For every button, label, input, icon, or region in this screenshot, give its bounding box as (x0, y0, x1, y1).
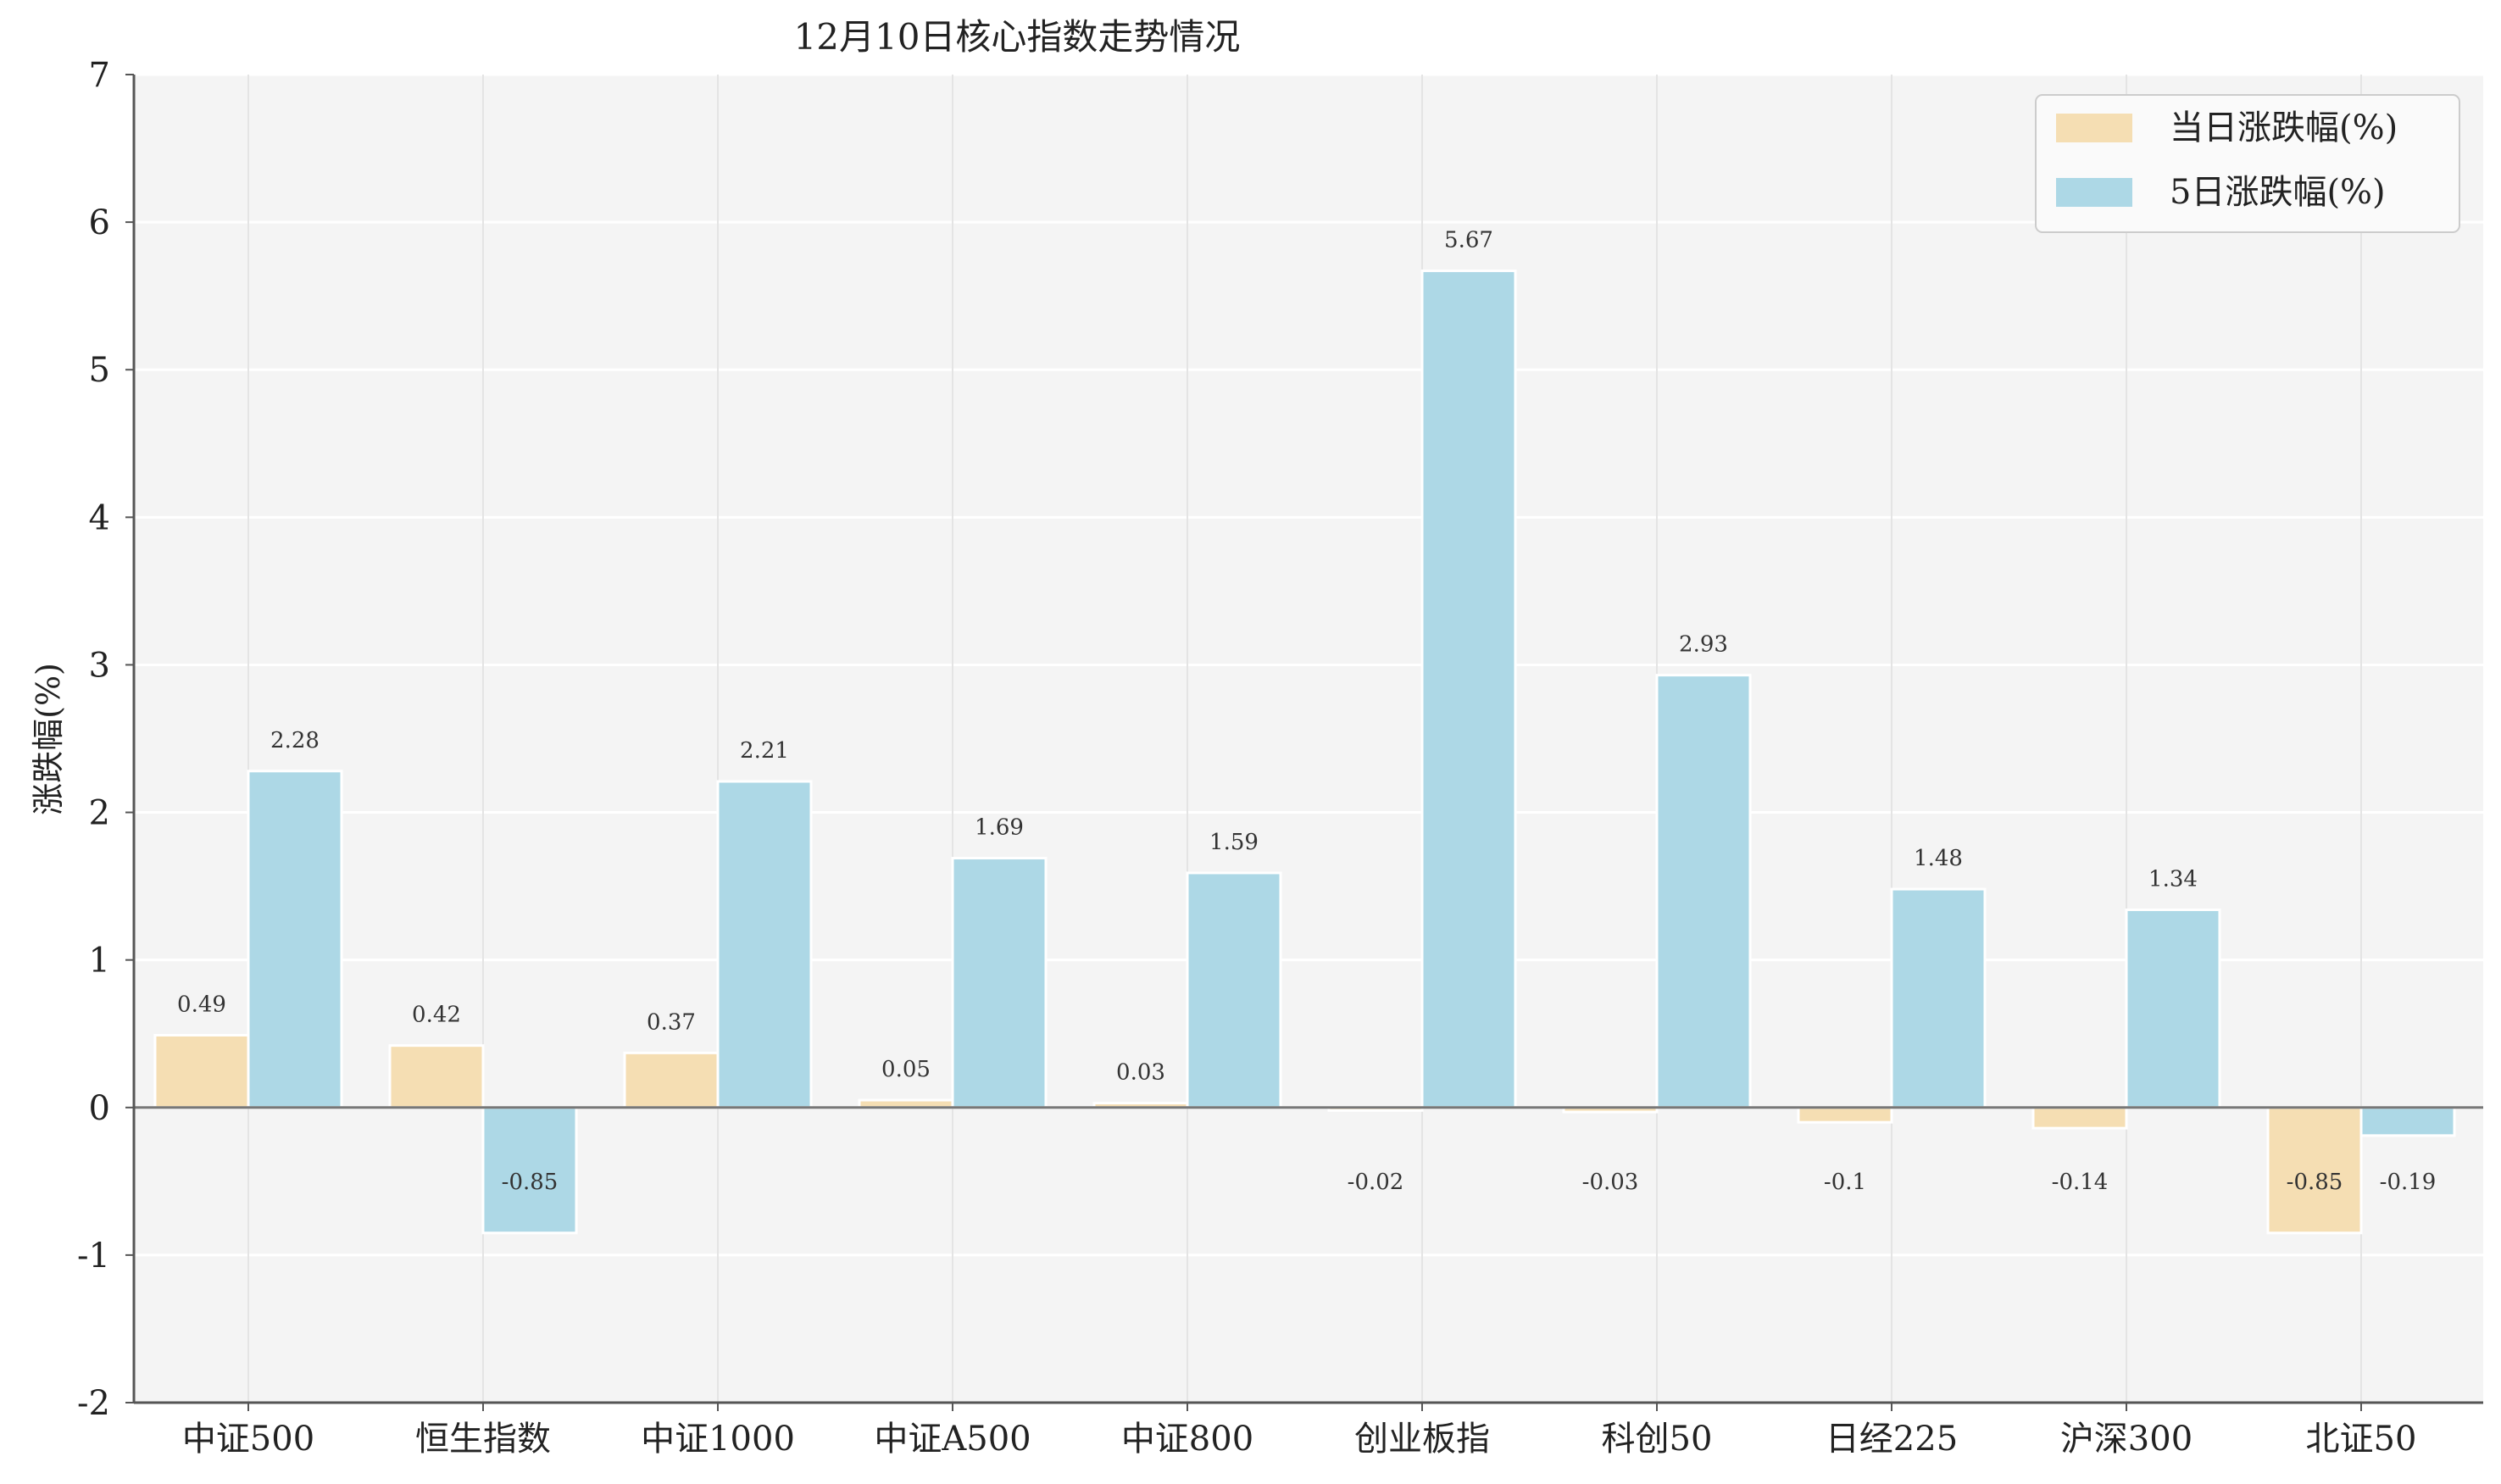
bar-series2-8 (1890, 887, 1987, 1109)
y-tick-label: 7 (89, 56, 110, 95)
bar-series2-2 (481, 1106, 578, 1235)
bar-series1-8 (1797, 1106, 1893, 1124)
bar-series2-4 (951, 857, 1048, 1109)
legend-label-2: 5日涨跌幅(%) (2170, 173, 2386, 212)
y-tick-label: 3 (89, 646, 110, 685)
value-label-series1-8: -0.1 (1824, 1170, 1866, 1195)
value-label-series1-6: -0.02 (1348, 1170, 1404, 1195)
value-label-series2-7: 2.93 (1679, 632, 1728, 658)
x-tick-label: 中证800 (1121, 1420, 1253, 1459)
value-label-series1-4: 0.05 (881, 1057, 931, 1082)
x-tick-label: 创业板指 (1354, 1420, 1490, 1459)
bar-series2-6 (1420, 270, 1517, 1109)
chart-title: 12月10日核心指数走势情况 (794, 16, 1241, 58)
x-tick-labels: 中证500 恒生指数 中证1000 中证A500 中证800 创业板指 科创50 日经225 沪… (182, 1403, 2417, 1459)
legend: 当日涨跌幅(%) 5日涨跌幅(%) (2035, 94, 2460, 233)
value-label-series1-1: 0.49 (177, 992, 226, 1017)
bar-series1-1 (153, 1033, 250, 1109)
x-tick-label: 中证1000 (641, 1420, 795, 1459)
y-tick-label: 2 (89, 794, 110, 833)
y-tick-label: 0 (89, 1089, 110, 1128)
x-tick-label: 科创50 (1602, 1420, 1713, 1459)
x-tick-label: 恒生指数 (415, 1420, 551, 1459)
bar-series2-3 (716, 780, 813, 1109)
x-tick-label: 沪深300 (2060, 1420, 2193, 1459)
bar-series1-9 (2031, 1106, 2128, 1130)
value-label-series1-10: -0.85 (2287, 1170, 2343, 1195)
value-label-series1-9: -0.14 (2052, 1170, 2109, 1195)
bar-series2-5 (1186, 871, 1282, 1109)
y-tick-label: -2 (77, 1384, 110, 1423)
value-label-series1-7: -0.03 (1582, 1170, 1639, 1195)
value-label-series2-4: 1.69 (975, 815, 1024, 841)
value-label-series2-8: 1.48 (1914, 846, 1963, 871)
y-tick-label: 6 (89, 203, 110, 242)
value-label-series2-9: 1.34 (2148, 866, 2198, 892)
x-tick-label: 北证50 (2306, 1420, 2417, 1459)
x-tick-label: 日经225 (1826, 1420, 1958, 1459)
y-tick-label: 5 (89, 351, 110, 390)
legend-swatch-2 (2056, 178, 2132, 207)
y-tick-label: -1 (77, 1237, 110, 1276)
x-tick-label: 中证500 (182, 1420, 314, 1459)
legend-label-1: 当日涨跌幅(%) (2170, 108, 2398, 147)
value-label-series2-1: 2.28 (270, 728, 320, 753)
value-label-series1-5: 0.03 (1116, 1060, 1165, 1086)
value-label-series2-2: -0.85 (502, 1170, 559, 1195)
bar-series1-2 (388, 1044, 485, 1109)
bar-series2-9 (2125, 908, 2221, 1109)
value-label-series2-3: 2.21 (740, 738, 789, 764)
value-label-series2-6: 5.67 (1444, 228, 1493, 253)
legend-box (2035, 94, 2460, 233)
value-label-series2-10: -0.19 (2380, 1170, 2437, 1195)
y-axis-label: 涨跌幅(%) (30, 663, 67, 815)
x-tick-label: 中证A500 (874, 1420, 1031, 1459)
y-tick-labels: -2 -1 0 1 2 3 4 5 6 7 (77, 56, 134, 1423)
grid-lines (134, 73, 2483, 1404)
value-labels-group: 0.49 0.42 0.37 0.05 0.03 -0.02 -0.03 -0.1 -0.14 -… (177, 228, 2436, 1195)
y-tick-label: 4 (89, 498, 110, 537)
value-label-series1-2: 0.42 (412, 1003, 461, 1028)
bar-series1-3 (623, 1051, 720, 1109)
bar-series2-1 (247, 770, 343, 1109)
value-label-series2-5: 1.59 (1209, 830, 1259, 855)
legend-swatch-1 (2056, 114, 2132, 142)
bar-series2-7 (1655, 674, 1752, 1109)
value-label-series1-3: 0.37 (647, 1009, 696, 1035)
y-tick-label: 1 (89, 942, 110, 981)
bar-series2-10 (2359, 1106, 2456, 1137)
bar-series1-10 (2266, 1106, 2363, 1235)
